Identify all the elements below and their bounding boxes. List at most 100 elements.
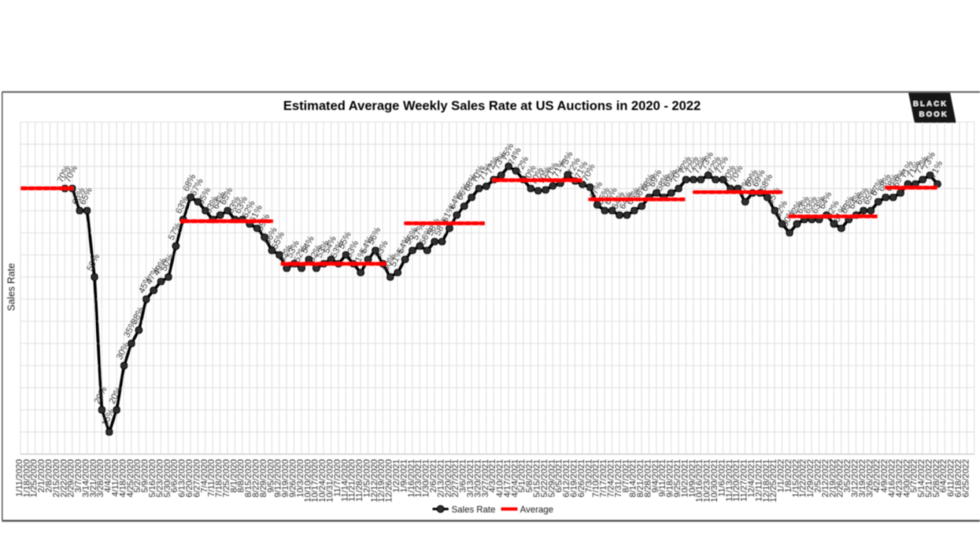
svg-text:12/11/2021: 12/11/2021 [753, 459, 763, 502]
svg-text:2/13/2021: 2/13/2021 [435, 459, 445, 497]
svg-text:12/12/2020: 12/12/2020 [369, 459, 379, 502]
svg-text:4/2/2022: 4/2/2022 [872, 459, 882, 493]
svg-text:1/23/2021: 1/23/2021 [413, 459, 423, 497]
svg-text:3/21/2020: 3/21/2020 [88, 459, 98, 497]
svg-text:2/12/2022: 2/12/2022 [820, 459, 830, 497]
svg-text:Estimated Average Weekly Sales: Estimated Average Weekly Sales Rate at U… [283, 98, 700, 113]
svg-text:6/18/2022: 6/18/2022 [953, 459, 963, 497]
svg-text:3/27/2021: 3/27/2021 [480, 459, 490, 497]
svg-text:5/16/2020: 5/16/2020 [147, 459, 157, 497]
svg-text:8/15/2020: 8/15/2020 [243, 459, 253, 497]
svg-text:6/6/2020: 6/6/2020 [169, 459, 179, 493]
svg-text:2/19/2022: 2/19/2022 [827, 459, 837, 497]
svg-text:5/15/2021: 5/15/2021 [532, 459, 542, 497]
svg-text:Sales Rate: Sales Rate [7, 262, 18, 310]
svg-text:12/25/2021: 12/25/2021 [768, 459, 778, 502]
svg-text:6/20/2020: 6/20/2020 [184, 459, 194, 497]
svg-text:1/22/2022: 1/22/2022 [798, 459, 808, 497]
svg-text:5/1/2021: 5/1/2021 [517, 459, 527, 493]
svg-text:6/25/2022: 6/25/2022 [960, 459, 970, 497]
svg-text:5/7/2022: 5/7/2022 [909, 459, 919, 493]
svg-text:9/26/2020: 9/26/2020 [288, 459, 298, 497]
svg-text:3/19/2022: 3/19/2022 [857, 459, 867, 497]
svg-text:8/22/2020: 8/22/2020 [251, 459, 261, 497]
svg-text:10/31/2020: 10/31/2020 [324, 459, 334, 502]
svg-text:5/8/2021: 5/8/2021 [524, 459, 534, 493]
svg-text:6/11/2022: 6/11/2022 [946, 459, 956, 497]
svg-text:4/17/2021: 4/17/2021 [502, 459, 512, 497]
svg-text:3/20/2021: 3/20/2021 [472, 459, 482, 497]
svg-text:5/23/2020: 5/23/2020 [154, 459, 164, 497]
svg-text:10/2/2021: 10/2/2021 [679, 459, 689, 497]
svg-text:3/13/2021: 3/13/2021 [465, 459, 475, 497]
svg-text:6/12/2021: 6/12/2021 [561, 459, 571, 497]
svg-text:1/1/2022: 1/1/2022 [776, 459, 786, 493]
svg-text:5/2/2020: 5/2/2020 [132, 459, 142, 493]
svg-text:7/10/2021: 7/10/2021 [591, 459, 601, 497]
svg-text:Sales Rate: Sales Rate [452, 505, 496, 515]
svg-text:4/16/2022: 4/16/2022 [886, 459, 896, 497]
svg-text:2/8/2020: 2/8/2020 [43, 459, 53, 493]
svg-text:9/18/2021: 9/18/2021 [665, 459, 675, 497]
svg-text:3/7/2020: 3/7/2020 [73, 459, 83, 493]
svg-text:12/26/2020: 12/26/2020 [384, 459, 394, 502]
svg-text:1/16/2021: 1/16/2021 [406, 459, 416, 497]
svg-text:2/26/2022: 2/26/2022 [835, 459, 845, 497]
svg-text:7/31/2021: 7/31/2021 [613, 459, 623, 497]
svg-text:3/12/2022: 3/12/2022 [849, 459, 859, 497]
svg-text:2/1/2020: 2/1/2020 [36, 459, 46, 493]
svg-text:7/11/2020: 7/11/2020 [206, 459, 216, 497]
svg-text:3/14/2020: 3/14/2020 [80, 459, 90, 497]
svg-text:10/23/2021: 10/23/2021 [702, 459, 712, 502]
svg-text:10/17/2020: 10/17/2020 [310, 459, 320, 502]
svg-text:4/3/2021: 4/3/2021 [487, 459, 497, 493]
svg-text:6/4/2022: 6/4/2022 [938, 459, 948, 493]
svg-text:7/18/2020: 7/18/2020 [214, 459, 224, 497]
svg-text:9/5/2020: 9/5/2020 [265, 459, 275, 493]
svg-text:4/23/2022: 4/23/2022 [894, 459, 904, 497]
svg-text:1/11/2020: 1/11/2020 [14, 459, 24, 497]
svg-text:2/15/2020: 2/15/2020 [51, 459, 61, 497]
svg-text:9/11/2021: 9/11/2021 [657, 459, 667, 497]
svg-text:5/9/2020: 5/9/2020 [140, 459, 150, 493]
svg-text:5/14/2022: 5/14/2022 [916, 459, 926, 497]
svg-text:11/7/2020: 11/7/2020 [332, 459, 342, 497]
svg-text:2/20/2021: 2/20/2021 [443, 459, 453, 497]
svg-text:6/19/2021: 6/19/2021 [568, 459, 578, 497]
svg-text:10/24/2020: 10/24/2020 [317, 459, 327, 502]
svg-text:9/25/2021: 9/25/2021 [672, 459, 682, 497]
svg-text:4/4/2020: 4/4/2020 [103, 459, 113, 493]
svg-text:10/10/2020: 10/10/2020 [302, 459, 312, 502]
svg-text:11/27/2021: 11/27/2021 [739, 459, 749, 502]
svg-text:4/10/2021: 4/10/2021 [495, 459, 505, 497]
svg-text:2/22/2020: 2/22/2020 [58, 459, 68, 497]
svg-text:11/20/2021: 11/20/2021 [731, 459, 741, 502]
svg-text:3/26/2022: 3/26/2022 [864, 459, 874, 497]
svg-text:12/18/2021: 12/18/2021 [761, 459, 771, 502]
svg-text:1/8/2022: 1/8/2022 [783, 459, 793, 493]
svg-text:1/30/2021: 1/30/2021 [421, 459, 431, 497]
svg-text:BOOK: BOOK [919, 110, 948, 119]
svg-text:3/28/2020: 3/28/2020 [95, 459, 105, 497]
svg-text:3/6/2021: 3/6/2021 [458, 459, 468, 493]
svg-text:9/12/2020: 9/12/2020 [273, 459, 283, 497]
svg-text:7/17/2021: 7/17/2021 [598, 459, 608, 497]
svg-text:8/14/2021: 8/14/2021 [628, 459, 638, 497]
svg-text:6/26/2021: 6/26/2021 [576, 459, 586, 497]
svg-text:4/11/2020: 4/11/2020 [110, 459, 120, 497]
svg-text:3/5/2022: 3/5/2022 [842, 459, 852, 493]
svg-text:7/25/2020: 7/25/2020 [221, 459, 231, 497]
svg-text:6/27/2020: 6/27/2020 [191, 459, 201, 497]
svg-text:2/6/2021: 2/6/2021 [428, 459, 438, 493]
svg-text:5/21/2022: 5/21/2022 [923, 459, 933, 497]
svg-text:4/30/2022: 4/30/2022 [901, 459, 911, 497]
svg-text:11/28/2020: 11/28/2020 [354, 459, 364, 502]
svg-text:2/27/2021: 2/27/2021 [450, 459, 460, 497]
svg-text:7/3/2021: 7/3/2021 [583, 459, 593, 493]
svg-text:10/3/2020: 10/3/2020 [295, 459, 305, 497]
svg-text:10/30/2021: 10/30/2021 [709, 459, 719, 502]
svg-text:4/9/2022: 4/9/2022 [879, 459, 889, 493]
svg-text:11/6/2021: 11/6/2021 [716, 459, 726, 497]
svg-text:10/9/2021: 10/9/2021 [687, 459, 697, 497]
svg-text:2/29/2020: 2/29/2020 [66, 459, 76, 497]
